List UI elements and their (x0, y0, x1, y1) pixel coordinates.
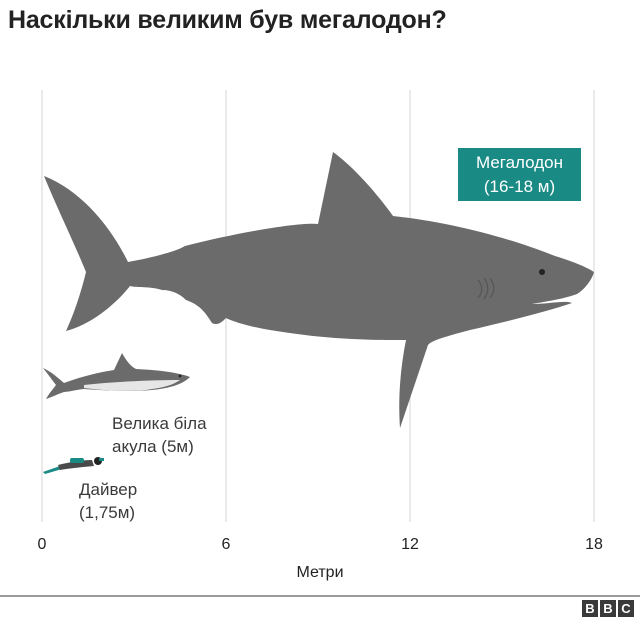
great-white-belly (84, 380, 180, 391)
footer-divider (0, 595, 640, 597)
bbc-logo-letter: B (600, 600, 616, 617)
bbc-logo-letter: B (582, 600, 598, 617)
megalodon-body (44, 152, 594, 428)
diver-figure (43, 457, 104, 474)
x-tick-label: 12 (401, 536, 419, 553)
megalodon-label-line1: Мегалодон (475, 152, 564, 172)
bbc-logo-letter: C (618, 600, 634, 617)
x-axis-title: Метри (296, 564, 343, 581)
megalodon-gill (483, 277, 489, 300)
great-white-shark (43, 353, 190, 399)
x-axis-ticks: 0 6 12 18 (38, 536, 603, 553)
megalodon-eye (539, 269, 545, 275)
diver-label-line1: Дайвер (79, 480, 137, 499)
great-white-eye (178, 374, 182, 378)
diver-mask (99, 458, 104, 461)
megalodon-label-box: Мегалодон (16-18 м) (458, 148, 581, 201)
diver-body (58, 460, 94, 470)
x-tick-label: 18 (585, 536, 603, 553)
bbc-logo: B B C (582, 600, 634, 617)
megalodon-label-line2: (16-18 м) (483, 176, 556, 196)
megalodon-gill (477, 279, 483, 299)
x-tick-label: 6 (222, 536, 231, 553)
chart-title: Наскільки великим був мегалодон? (8, 6, 447, 34)
great-white-body (43, 353, 190, 399)
great-white-label-line1: Велика біла (112, 414, 207, 433)
diver-fins (43, 466, 62, 474)
diver-label-line2: (1,75м) (79, 503, 135, 522)
megalodon-gill (489, 277, 495, 299)
x-tick-label: 0 (38, 536, 47, 553)
diver-tank (70, 458, 84, 463)
great-white-label-line2: акула (5м) (112, 437, 194, 456)
megalodon-shark (44, 152, 594, 428)
